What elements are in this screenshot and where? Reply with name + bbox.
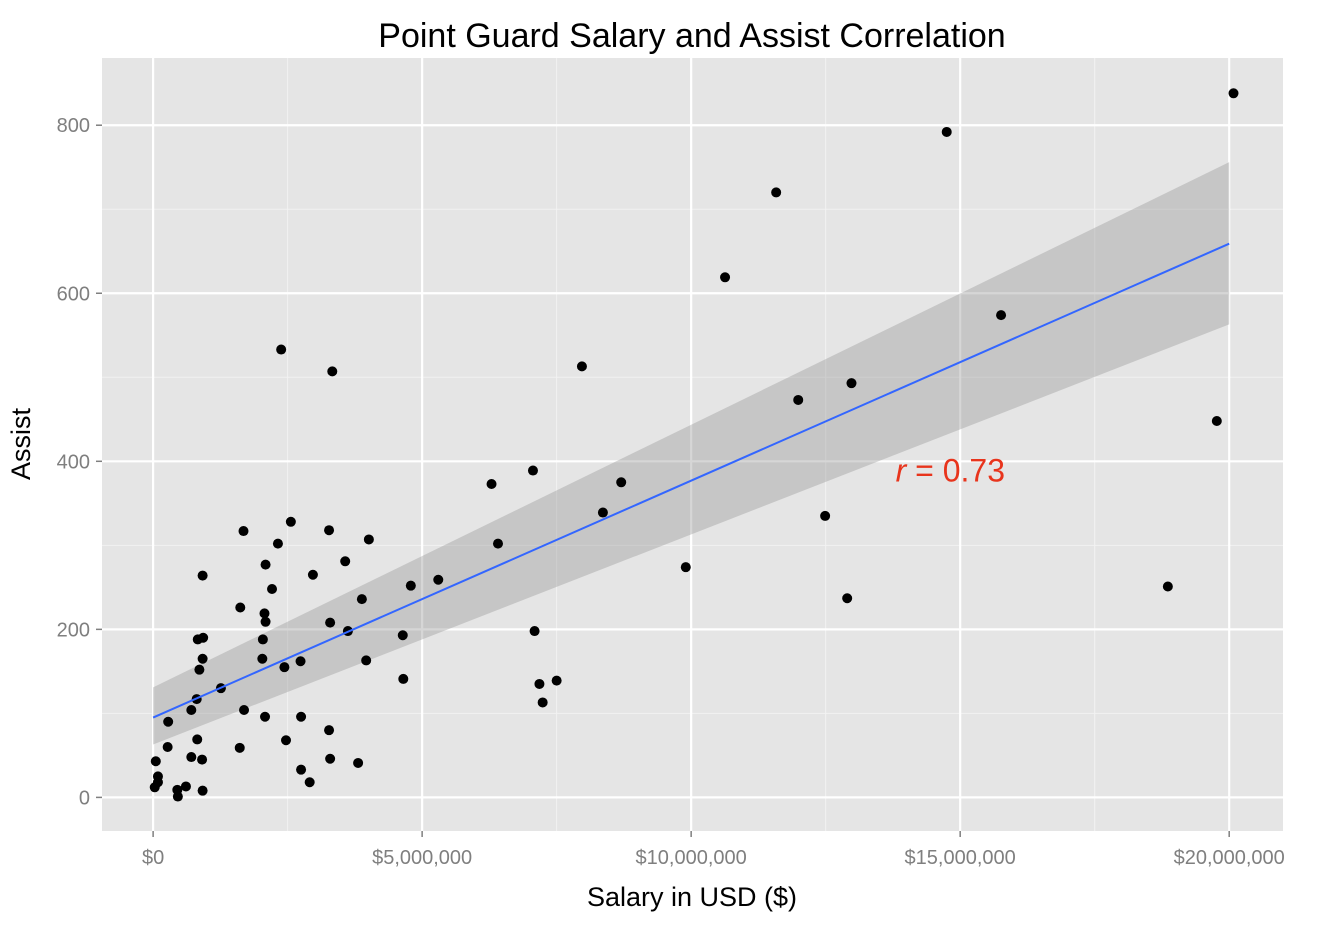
data-point [1162, 581, 1173, 592]
x-tick-label: $0 [142, 847, 164, 869]
data-point [527, 465, 538, 476]
plot-panel [102, 58, 1283, 831]
data-point [996, 310, 1007, 321]
data-point [235, 602, 246, 613]
data-point [197, 754, 208, 765]
data-point [846, 378, 857, 389]
data-point [281, 735, 292, 746]
data-point [260, 559, 271, 570]
data-point [842, 593, 853, 604]
data-point [279, 662, 290, 673]
data-point [285, 516, 296, 527]
data-point [397, 630, 408, 641]
y-tick-label: 400 [57, 451, 90, 473]
data-point [238, 526, 249, 537]
data-point [307, 569, 318, 580]
data-point [192, 634, 203, 645]
major-gridlines [102, 58, 1283, 831]
data-point [192, 734, 203, 745]
minor-gridlines [102, 58, 1283, 831]
y-tick-label: 800 [57, 115, 90, 137]
data-point [576, 361, 587, 372]
data-point [405, 580, 416, 591]
data-point [276, 344, 287, 355]
data-point [1211, 415, 1222, 426]
chart-title: Point Guard Salary and Assist Correlatio… [378, 17, 1005, 55]
data-point [327, 366, 338, 377]
data-point [194, 664, 205, 675]
data-point [186, 705, 197, 716]
regression-line-group [152, 242, 1230, 719]
data-point [941, 126, 952, 137]
data-point [149, 782, 160, 793]
data-point [260, 616, 271, 627]
data-point [597, 507, 608, 518]
data-point [616, 477, 627, 488]
data-point [163, 716, 174, 727]
data-point [304, 777, 315, 788]
data-point [720, 272, 731, 283]
data-point [296, 711, 307, 722]
data-point [486, 478, 497, 489]
x-axis-title: Salary in USD ($) [587, 882, 797, 912]
data-point [680, 562, 691, 573]
data-point [296, 764, 307, 775]
data-point [537, 697, 548, 708]
data-point [197, 653, 208, 664]
y-axis-title: Assist [6, 408, 36, 481]
data-point [234, 742, 245, 753]
data-point [398, 673, 409, 684]
y-tick-label: 0 [79, 787, 90, 809]
correlation-annotation: r = 0.73 [896, 453, 1005, 489]
data-point [180, 781, 191, 792]
data-point [259, 608, 270, 619]
data-point [356, 594, 367, 605]
data-point [257, 634, 268, 645]
data-point [186, 752, 197, 763]
x-axis-ticks: $0 $5,000,000 $10,000,000 $15,000,000 $20,00… [142, 831, 1285, 869]
y-tick-label: 600 [57, 283, 90, 305]
data-point [325, 617, 336, 628]
data-point [172, 791, 183, 802]
data-point [295, 656, 306, 667]
data-point [197, 570, 208, 581]
data-point [324, 725, 335, 736]
data-point [239, 705, 250, 716]
data-point [433, 574, 444, 585]
data-points [149, 88, 1239, 802]
regression-line [152, 242, 1230, 719]
data-point [534, 678, 545, 689]
y-axis-ticks: 0 200 400 600 800 [57, 115, 102, 809]
data-point [353, 757, 364, 768]
data-point [272, 538, 283, 549]
correlation-value: = 0.73 [906, 453, 1005, 489]
data-point [325, 753, 336, 764]
x-tick-label: $10,000,000 [636, 847, 747, 869]
x-tick-label: $5,000,000 [372, 847, 472, 869]
data-point [267, 584, 278, 595]
x-tick-label: $20,000,000 [1174, 847, 1285, 869]
data-point [361, 655, 372, 666]
data-point [162, 741, 173, 752]
data-point [197, 785, 208, 796]
data-point [529, 626, 540, 637]
data-point [340, 556, 351, 567]
x-tick-label: $15,000,000 [905, 847, 1016, 869]
y-tick-label: 200 [57, 619, 90, 641]
data-point [257, 653, 268, 664]
data-point [551, 675, 562, 686]
data-point [1228, 88, 1239, 99]
data-point [820, 510, 831, 521]
data-point [324, 525, 335, 536]
correlation-symbol: r [896, 453, 908, 489]
data-point [771, 187, 782, 198]
data-point [260, 711, 271, 722]
data-point [363, 534, 374, 545]
data-point [150, 756, 161, 767]
data-point [793, 394, 804, 405]
data-point [492, 538, 503, 549]
